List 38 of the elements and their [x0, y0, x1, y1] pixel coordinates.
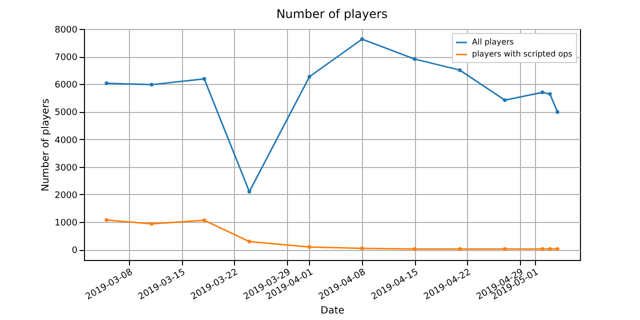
legend-label: All players: [472, 38, 514, 46]
y-tick-label: 6000: [54, 80, 78, 91]
y-tick-label: 8000: [54, 26, 78, 36]
point: [458, 247, 462, 251]
point: [502, 247, 507, 251]
point: [247, 240, 252, 244]
point: [202, 218, 206, 222]
point: [150, 222, 154, 226]
point: [247, 190, 252, 194]
point: [412, 57, 417, 61]
y-tick-label: 4000: [54, 136, 78, 146]
point: [548, 247, 552, 251]
point: [540, 247, 544, 251]
point: [202, 77, 206, 81]
y-tick-label: 1000: [54, 218, 78, 228]
point: [104, 218, 108, 222]
point: [308, 74, 312, 79]
point: [502, 98, 507, 102]
point: [412, 247, 417, 251]
point: [308, 245, 312, 249]
y-tick-label: 7000: [54, 53, 78, 64]
point: [458, 68, 462, 72]
y-axis-title: Number of players: [40, 98, 52, 192]
point: [540, 90, 544, 94]
point: [556, 110, 560, 114]
x-axis-title: Date: [320, 305, 344, 316]
point: [548, 92, 552, 96]
legend-label: players with scripted ops: [472, 50, 572, 58]
point: [556, 247, 560, 251]
y-tick-label: 5000: [54, 108, 78, 118]
y-tick-label: 3000: [54, 163, 78, 174]
point: [360, 246, 364, 250]
chart-title: Number of players: [276, 7, 388, 21]
point: [150, 82, 154, 87]
y-tick-label: 0: [72, 246, 78, 256]
point: [104, 81, 108, 86]
y-tick-label: 2000: [54, 190, 78, 201]
point: [360, 37, 364, 42]
